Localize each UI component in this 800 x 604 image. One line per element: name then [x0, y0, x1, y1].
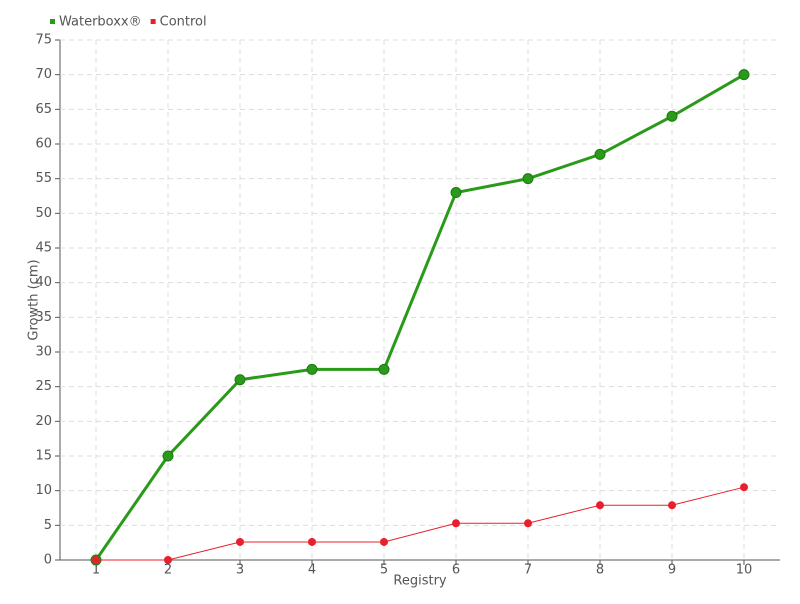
- point: [380, 537, 388, 546]
- series-line: [96, 486, 745, 561]
- legend-swatch: [50, 19, 55, 24]
- legend-swatch: [150, 19, 156, 24]
- x-tick-label: 2: [164, 563, 172, 578]
- y-tick-label: 70: [35, 67, 52, 82]
- x-tick-label: 1: [92, 563, 100, 578]
- y-tick-label: 45: [35, 241, 52, 256]
- point: [666, 110, 678, 122]
- legend-label: Waterboxx®: [59, 15, 142, 30]
- x-tick-label: 4: [308, 563, 316, 578]
- x-tick-label: 7: [524, 563, 532, 578]
- y-axis-label: Growth (cm): [27, 259, 42, 340]
- y-tick-label: 20: [35, 414, 52, 429]
- point: [234, 374, 246, 386]
- y-tick-label: 55: [35, 171, 52, 186]
- point: [524, 519, 532, 528]
- x-tick-label: 3: [236, 563, 244, 578]
- point: [450, 187, 462, 199]
- point: [668, 501, 676, 510]
- y-tick-label: 10: [35, 483, 52, 498]
- y-tick-label: 65: [35, 102, 52, 117]
- point: [740, 483, 748, 492]
- y-tick-label: 60: [35, 137, 52, 152]
- x-tick-label: 6: [452, 563, 460, 578]
- y-tick-label: 5: [44, 518, 52, 533]
- point: [308, 537, 316, 546]
- y-tick-label: 15: [35, 449, 52, 464]
- y-tick-label: 40: [35, 275, 52, 290]
- point: [594, 148, 606, 160]
- legend-label: Control: [160, 15, 207, 30]
- point: [92, 556, 100, 564]
- y-tick-label: 50: [35, 206, 52, 221]
- point: [236, 537, 244, 546]
- x-tick-label: 8: [596, 563, 604, 578]
- point: [306, 363, 318, 375]
- y-tick-label: 75: [35, 33, 52, 48]
- series-line: [94, 73, 745, 561]
- x-tick-label: 10: [736, 563, 753, 578]
- point: [522, 173, 534, 185]
- point: [738, 69, 750, 81]
- point: [378, 363, 390, 375]
- x-axis-label: Registry: [393, 574, 447, 589]
- point: [162, 450, 174, 462]
- point: [164, 556, 172, 564]
- y-tick-label: 35: [35, 310, 52, 325]
- y-tick-label: 30: [35, 345, 52, 360]
- y-tick-label: 25: [35, 379, 52, 394]
- x-tick-label: 9: [668, 563, 676, 578]
- point: [596, 501, 604, 510]
- point: [452, 519, 460, 528]
- y-tick-label: 0: [44, 553, 52, 568]
- x-tick-label: 5: [380, 563, 388, 578]
